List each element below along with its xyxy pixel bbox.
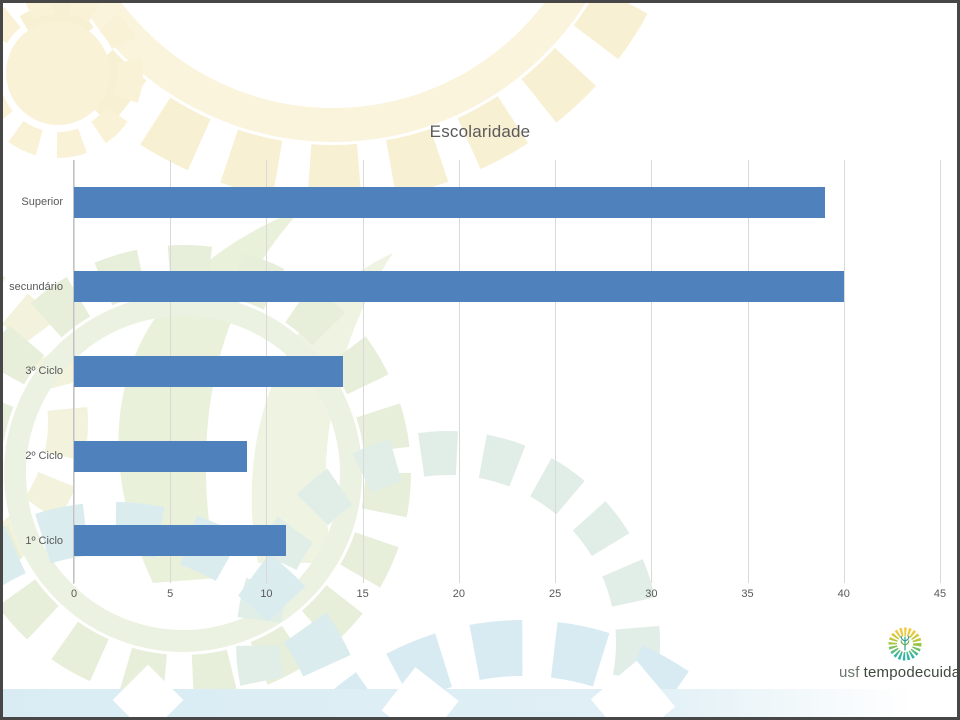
sun-gear-logo-icon	[888, 627, 922, 661]
bar	[74, 271, 844, 303]
bar-chart: Escolaridade Superior secundário 3º Ciclo 2…	[3, 3, 957, 717]
logo-text: usf tempodecuidar	[839, 664, 960, 681]
x-tick-label: 15	[356, 588, 369, 600]
bar-row	[74, 329, 940, 414]
bar	[74, 440, 248, 472]
x-tick-label: 25	[548, 588, 562, 600]
category-label: 3º Ciclo	[25, 365, 63, 378]
gridline	[362, 160, 364, 583]
chart-title: Escolaridade	[429, 122, 531, 141]
category-label: Superior	[21, 196, 63, 209]
bar	[74, 186, 825, 218]
x-tick-label: 10	[260, 588, 273, 600]
x-tick-label: 35	[741, 588, 754, 600]
x-axis-labels: 0 5 10 15 20 25 30 35 40 45	[70, 588, 946, 604]
bar	[74, 525, 286, 557]
plot-area	[74, 160, 941, 583]
category-axis-line	[73, 160, 74, 584]
bar-row	[74, 498, 940, 583]
x-tick-label: 5	[167, 588, 174, 600]
gridline	[843, 160, 845, 583]
x-tick-label: 30	[645, 588, 658, 600]
gridline	[651, 160, 653, 583]
category-label: 1º Ciclo	[25, 534, 63, 547]
x-tick-label: 40	[837, 588, 850, 600]
x-tick-label: 45	[933, 588, 947, 600]
category-label: 2º Ciclo	[25, 450, 63, 463]
logo-text-usf: usf	[839, 664, 860, 681]
logo-text-name: tempodecuidar	[863, 664, 960, 681]
usf-logo: usf tempodecuidar	[839, 626, 960, 688]
x-tick-label: 0	[70, 588, 78, 600]
bar-row	[74, 160, 940, 245]
plot-rows	[74, 160, 940, 583]
gridline	[458, 160, 460, 583]
bar	[74, 355, 344, 387]
category-labels: Superior secundário 3º Ciclo 2º Ciclo 1º Cic…	[3, 160, 63, 583]
bar-row	[74, 245, 940, 330]
x-tick-label: 20	[452, 588, 465, 600]
gridline	[940, 160, 941, 583]
gridline	[555, 160, 557, 583]
category-label: secundário	[9, 280, 63, 293]
bar-row	[74, 414, 940, 499]
gridline	[747, 160, 749, 583]
